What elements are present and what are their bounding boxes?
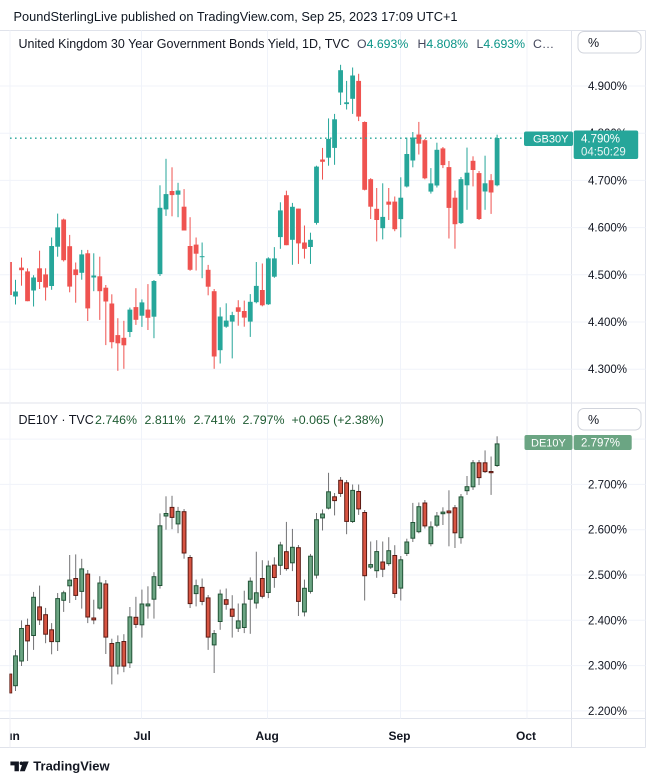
svg-text:2.811%: 2.811% — [145, 413, 186, 427]
svg-text:%: % — [588, 413, 599, 427]
svg-text:Oct: Oct — [516, 729, 536, 743]
svg-text:2.746%: 2.746% — [95, 413, 137, 427]
svg-text:DE10Y: DE10Y — [531, 438, 567, 450]
svg-text:C…: C… — [533, 37, 554, 51]
svg-text:2.200%: 2.200% — [588, 706, 627, 718]
svg-text:4.400%: 4.400% — [588, 317, 627, 329]
svg-text:2.300%: 2.300% — [588, 661, 627, 673]
svg-text:Sep: Sep — [389, 729, 411, 743]
svg-text:PoundSterlingLive published on: PoundSterlingLive published on TradingVi… — [14, 9, 458, 24]
svg-text:O4.693%: O4.693% — [357, 37, 408, 51]
svg-text:4.790%: 4.790% — [581, 134, 620, 146]
svg-text:Jul: Jul — [134, 729, 151, 743]
svg-text:DE10Y · TVC: DE10Y · TVC — [19, 413, 94, 427]
svg-text:2.400%: 2.400% — [588, 615, 627, 627]
svg-text:2.797%: 2.797% — [581, 438, 620, 450]
svg-text:4.300%: 4.300% — [588, 364, 627, 376]
svg-text:2.797%: 2.797% — [243, 413, 285, 427]
svg-text:H4.808%: H4.808% — [418, 37, 469, 51]
svg-text:04:50:29: 04:50:29 — [581, 147, 626, 159]
svg-text:Aug: Aug — [256, 729, 279, 743]
svg-text:4.600%: 4.600% — [588, 223, 627, 235]
svg-text:United Kingdom 30 Year Governm: United Kingdom 30 Year Government Bonds … — [19, 37, 350, 51]
svg-text:%: % — [588, 36, 599, 50]
svg-text:4.900%: 4.900% — [588, 81, 627, 93]
svg-text:+0.065 (+2.38%): +0.065 (+2.38%) — [292, 413, 384, 427]
svg-text:GB30Y: GB30Y — [533, 134, 569, 146]
svg-text:TradingView: TradingView — [33, 758, 110, 773]
svg-text:4.500%: 4.500% — [588, 270, 627, 282]
svg-text:L4.693%: L4.693% — [477, 37, 526, 51]
svg-text:2.741%: 2.741% — [194, 413, 236, 427]
svg-text:2.700%: 2.700% — [588, 479, 627, 491]
svg-text:2.500%: 2.500% — [588, 570, 627, 582]
svg-text:4.700%: 4.700% — [588, 175, 627, 187]
svg-text:2.600%: 2.600% — [588, 525, 627, 537]
